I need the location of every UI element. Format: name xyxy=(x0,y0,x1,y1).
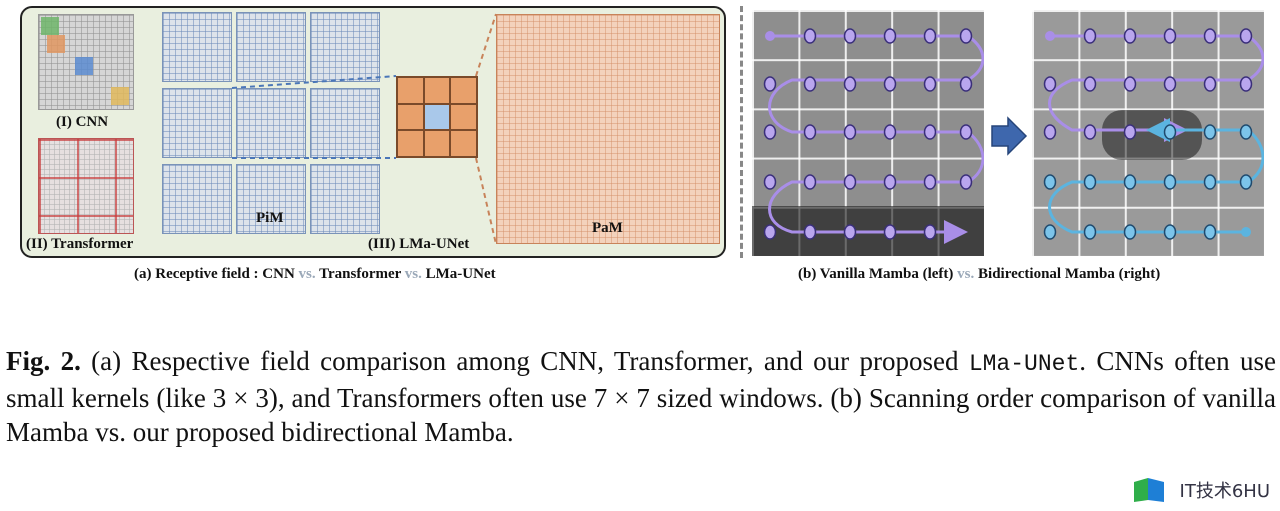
pim-tile xyxy=(310,12,380,82)
caption-b-vs: vs. xyxy=(957,266,975,282)
panel-b-caption: (b) Vanilla Mamba (left) vs. Bidirection… xyxy=(798,266,1160,283)
pim-tile xyxy=(162,164,232,234)
kernel-cell xyxy=(451,131,476,156)
lma-kernel-3x3 xyxy=(396,76,478,158)
watermark: IT技术6HU xyxy=(1133,477,1270,503)
caption-a-vs2: vs. xyxy=(404,266,422,282)
kernel-cell-center xyxy=(424,104,450,130)
cnn-label: (I) CNN xyxy=(56,114,109,130)
kernel-cell xyxy=(451,78,476,103)
caption-a-vs1: vs. xyxy=(298,266,316,282)
pim-tile xyxy=(236,88,306,158)
pim-label: PiM xyxy=(256,210,284,226)
cnn-thumbnail xyxy=(38,14,134,110)
backward-start-dot xyxy=(1241,227,1251,237)
cnn-kernel-yellow xyxy=(111,87,129,105)
transformer-thumbnail xyxy=(38,138,134,234)
kernel-cell xyxy=(424,131,450,156)
panel-divider xyxy=(740,6,743,258)
kernel-cell xyxy=(451,104,476,130)
pim-tile xyxy=(236,12,306,82)
vanilla-scan-path xyxy=(763,28,984,244)
pam-tile xyxy=(496,14,720,244)
panel-a-receptive-field: (I) CNN (II) Transformer PiM (III) LMa-U… xyxy=(20,6,726,258)
transformer-label: (II) Transformer xyxy=(26,236,134,252)
bidirectional-scan-path xyxy=(1043,28,1264,240)
forward-start-dot xyxy=(1045,31,1055,41)
kernel-cell xyxy=(398,131,423,156)
watermark-text: IT技术6HU xyxy=(1179,481,1270,502)
figure-caption-model: LMa-UNet xyxy=(968,351,1080,377)
pim-tile xyxy=(236,164,306,234)
panel-a-caption: (a) Receptive field : CNN vs. Transforme… xyxy=(134,266,496,283)
cnn-kernel-green xyxy=(41,17,59,35)
kernel-cell xyxy=(424,78,450,103)
caption-b-suffix: Bidirectional Mamba (right) xyxy=(974,266,1161,282)
kernel-cell xyxy=(398,104,423,130)
figure-caption-text1: (a) Respective field comparison among CN… xyxy=(80,346,969,376)
caption-a-prefix: (a) Receptive field : CNN xyxy=(134,266,299,282)
watermark-logo-icon xyxy=(1133,478,1164,502)
pim-tile xyxy=(162,88,232,158)
cnn-kernel-blue xyxy=(75,57,93,75)
caption-a-mid: Transformer xyxy=(315,266,405,282)
kernel-cell xyxy=(398,78,423,103)
caption-a-suffix: LMa-UNet xyxy=(421,266,496,282)
figure-caption: Fig. 2. (a) Respective field comparison … xyxy=(6,344,1276,449)
figure-label: Fig. 2. xyxy=(6,346,81,376)
projection-lines xyxy=(231,13,497,245)
figure-caption-text2: . CNNs often use small kernels (like 3 ×… xyxy=(6,346,1277,447)
pam-label: PaM xyxy=(592,220,623,236)
lma-label: (III) LMa-UNet xyxy=(368,236,470,252)
pim-tile xyxy=(162,12,232,82)
transition-arrow xyxy=(991,116,1028,156)
cnn-kernel-orange xyxy=(47,35,65,53)
caption-b-prefix: (b) Vanilla Mamba (left) xyxy=(798,266,958,282)
pim-tile xyxy=(310,164,380,234)
scan-start-dot xyxy=(765,31,775,41)
